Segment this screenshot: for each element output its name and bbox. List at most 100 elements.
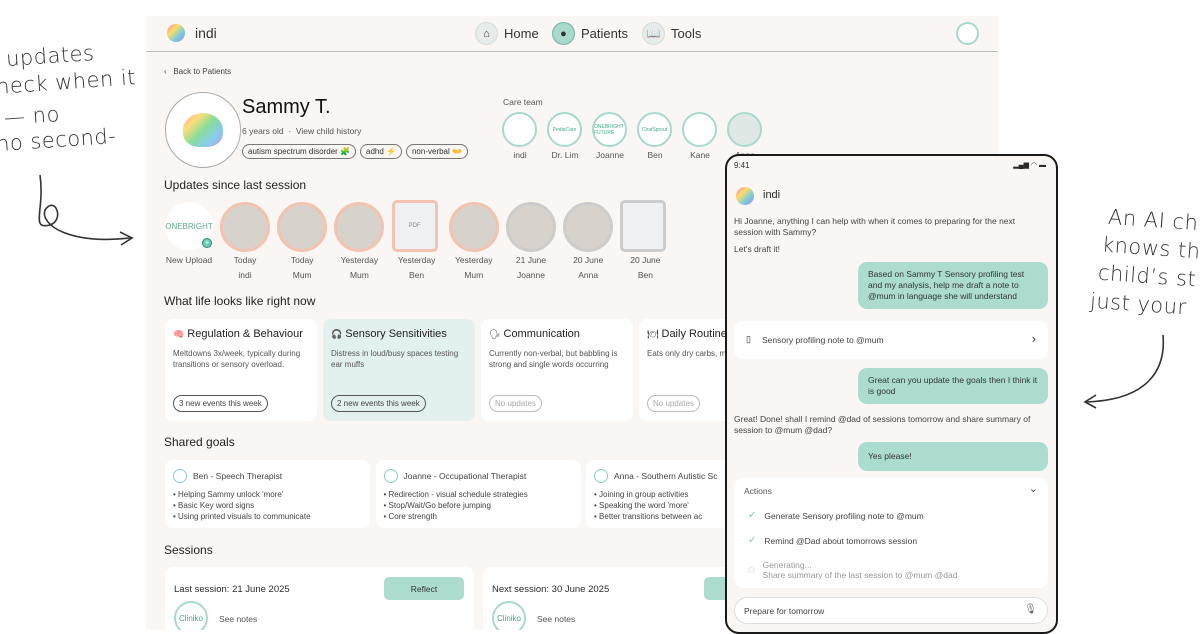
care-team-avatar[interactable]: ONEBRIGHT FUTURE — [592, 112, 627, 147]
spinner-icon: ◌ — [748, 564, 755, 576]
tag-adhd: adhd ⚡ — [360, 144, 402, 159]
back-link[interactable]: ‹ Back to Patients — [164, 67, 231, 76]
life-card[interactable]: 🎧 Sensory Sensitivities Distress in loud… — [323, 319, 475, 421]
action-item: ✓ Generate Sensory profiling note to @mum — [748, 510, 924, 521]
goal-item: Core strength — [384, 511, 573, 522]
check-icon: ✓ — [748, 510, 757, 521]
update-thumbnail[interactable] — [620, 200, 667, 252]
provider-logo-icon — [173, 469, 187, 483]
care-team-avatar[interactable]: PediaCare — [547, 112, 582, 147]
events-pill[interactable]: No updates — [489, 395, 542, 412]
update-thumbnail[interactable] — [277, 202, 328, 252]
update-thumbnail[interactable]: PDF — [391, 200, 438, 252]
profile-avatar[interactable] — [956, 22, 979, 45]
care-team-avatar[interactable] — [682, 112, 717, 147]
care-team-name: Kane — [690, 150, 710, 160]
update-author: Anna — [578, 270, 599, 280]
goal-item: Speaking the word 'more' — [594, 500, 783, 511]
updates-title: Updates since last session — [164, 178, 307, 192]
top-nav: indi ⌂ Home ● Patients 📖 Tools — [146, 16, 998, 52]
life-card-title: Communication — [503, 328, 580, 340]
update-date: Today — [233, 255, 257, 265]
patient-avatar — [165, 92, 241, 168]
update-thumbnail[interactable] — [506, 202, 556, 252]
update-date: Yesterday — [455, 255, 493, 265]
update-thumbnail[interactable] — [563, 202, 614, 252]
indi-bot-icon — [736, 187, 754, 205]
update-date: Yesterday — [397, 255, 436, 265]
care-team-avatar[interactable] — [727, 112, 762, 147]
goal-owner: Anna - Southern Autistic Sc — [614, 471, 718, 481]
life-card-desc: Distress in loud/busy spaces testing ear… — [331, 349, 459, 369]
update-date: Yesterday — [340, 255, 379, 265]
doc-card[interactable]: ▯ Sensory profiling note to @mum › — [734, 321, 1048, 359]
plus-icon: + — [202, 238, 212, 248]
events-pill[interactable]: 2 new events this week — [331, 395, 426, 412]
actions-panel: Actions ⌄ ✓ Generate Sensory profiling no… — [734, 478, 1048, 588]
care-team-avatar[interactable]: ChatSprout — [637, 112, 672, 147]
chat-input[interactable]: Prepare for tomorrow 🎙 — [734, 597, 1048, 624]
update-thumbnail[interactable] — [220, 202, 270, 252]
next-see-notes-link[interactable]: See notes — [537, 614, 576, 624]
nav-patients[interactable]: ● Patients — [552, 22, 628, 45]
sessions-title: Sessions — [164, 543, 213, 557]
cliniko-logo: Cliniko — [492, 601, 526, 630]
life-card-title: Sensory Sensitivities — [345, 328, 447, 340]
tag-nonverbal: non-verbal 👐 — [405, 144, 468, 159]
nav-home[interactable]: ⌂ Home — [475, 22, 539, 45]
category-icon: 🎧 — [331, 329, 343, 339]
provider-logo-icon — [383, 469, 398, 483]
goal-owner: Joanne - Occupational Therapist — [403, 471, 527, 481]
care-team-name: Dr. Lim — [551, 150, 579, 160]
care-team-logo: ChatSprout — [641, 126, 668, 133]
actions-title: Actions — [744, 486, 772, 496]
category-icon: 🧠 — [173, 329, 185, 339]
care-team-logo: ONEBRIGHT FUTURE — [594, 123, 624, 136]
life-card-title: Daily Routine — [661, 328, 727, 340]
life-card-desc: Meltdowns 3x/week, typically during tran… — [173, 349, 301, 369]
life-title: What life looks like right now — [164, 294, 316, 308]
reflect-button[interactable]: Reflect — [384, 577, 464, 600]
update-author: Mum — [349, 270, 369, 280]
update-thumbnail[interactable] — [334, 202, 385, 252]
update-thumbnail[interactable] — [448, 202, 499, 252]
user-message: Based on Sammy T Sensory profiling test … — [858, 262, 1048, 309]
view-history-link[interactable]: View child history — [295, 126, 362, 136]
new-upload-button[interactable]: ONEBRIGHT — [165, 202, 213, 250]
update-author: indi — [238, 270, 252, 280]
annotation-right-4: just your — [1089, 288, 1188, 320]
nav-tools[interactable]: 📖 Tools — [642, 22, 701, 45]
bot-message: Hi Joanne, anything I can help with when… — [734, 216, 1016, 237]
provider-logo-icon — [594, 469, 608, 483]
chat-phone: 9:41 ▂▄▆ ◠ ▬ indi Hi Joanne, anything I … — [725, 154, 1058, 634]
care-team-avatar[interactable] — [502, 112, 537, 147]
last-session-label: Last session: 21 June 2025 — [174, 584, 290, 595]
check-icon: ✓ — [748, 535, 757, 546]
next-session-label: Next session: 30 June 2025 — [492, 584, 610, 595]
microphone-icon[interactable]: 🎙 — [1024, 604, 1037, 615]
chevron-down-icon[interactable]: ⌄ — [1028, 483, 1038, 495]
pdf-badge: PDF — [408, 223, 421, 229]
goal-card: Joanne - Occupational Therapist Redirect… — [375, 460, 581, 528]
category-icon: 🍽 — [647, 329, 659, 339]
pending-status: Generating... — [762, 560, 812, 570]
patient-meta: 6 years old · View child history — [242, 126, 362, 136]
user-message: Great can you update the goals then I th… — [858, 368, 1048, 404]
chevron-right-icon: › — [1031, 331, 1036, 346]
events-pill[interactable]: No updates — [647, 395, 700, 412]
care-team-name: Joanne — [596, 150, 624, 160]
goal-item: Better transitions between ac — [594, 511, 783, 522]
life-card[interactable]: 🧠 Regulation & Behaviour Meltdowns 3x/we… — [165, 319, 317, 421]
life-card[interactable]: 🗣 Communication Currently non-verbal, bu… — [481, 319, 633, 421]
user-message: Yes please! — [858, 442, 1048, 471]
cliniko-logo: Cliniko — [174, 601, 208, 630]
goal-item: Using printed visuals to communicate — [173, 511, 362, 522]
update-author: Joanne — [517, 270, 545, 280]
last-see-notes-link[interactable]: See notes — [219, 614, 258, 624]
bot-message: Great! Done! shall I remind @dad of sess… — [734, 414, 1031, 435]
patient-name: Sammy T. — [242, 96, 331, 118]
patient-tags: autism spectrum disorder 🧩 adhd ⚡ non-verb… — [242, 141, 472, 159]
events-pill[interactable]: 3 new events this week — [173, 395, 268, 412]
book-icon: 📖 — [642, 22, 665, 45]
arrow-left-icon — [38, 174, 134, 246]
